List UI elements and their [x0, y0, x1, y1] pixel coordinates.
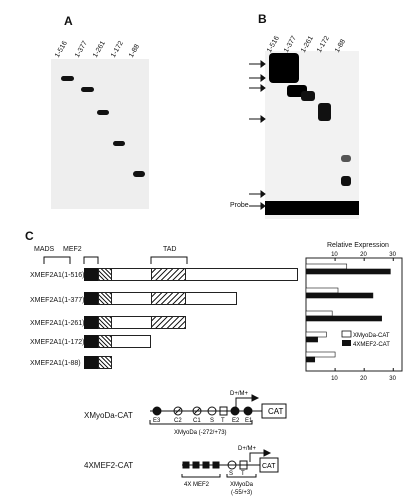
band-a-3	[97, 110, 109, 115]
mef2-element-2: T	[241, 471, 245, 477]
mef2-domain-3	[98, 316, 112, 329]
top-tick-3: 30	[389, 252, 396, 258]
gel-b	[265, 51, 359, 219]
mads-domain-3	[84, 316, 98, 329]
mef2-domain-1	[98, 268, 112, 281]
legend-label-mef2: 4XMEF2-CAT	[353, 342, 390, 348]
panel-a-letter: A	[64, 14, 73, 28]
lane-a-2: 1-377	[73, 39, 89, 59]
bottom-tick-2: 20	[360, 376, 367, 382]
construct-label-2: XMEF2A1(1-377)	[30, 297, 85, 304]
xmyoda-range: XMyoDa (-272/+73)	[174, 430, 227, 436]
panel-c-letter: C	[25, 229, 34, 243]
bottom-tick-1: 10	[331, 376, 338, 382]
band-a-2	[81, 87, 94, 92]
legend-swatch-mef2	[342, 340, 351, 346]
lane-a-4: 1-172	[109, 39, 125, 59]
bar-xmyoda-5	[305, 351, 336, 358]
domain-brackets	[43, 256, 188, 264]
lane-a-5: 1-88	[127, 43, 142, 59]
xmyoda-cat-name: XMyoDa-CAT	[84, 411, 133, 420]
mef2-cat-box: CAT	[262, 463, 276, 470]
mads-domain-5	[84, 356, 98, 369]
bar-mef2-1	[305, 268, 391, 275]
mads-header: MADS	[34, 246, 55, 253]
mef2-cat-diagram: D+/M+ CAT S T 4X MEF2 XMyoDa (-55/+3)	[181, 446, 279, 496]
mef2-dm-label: D+/M+	[238, 446, 257, 452]
xmyoda-element-1: E3	[153, 418, 161, 424]
bar-xmyoda-4	[305, 331, 327, 338]
xmyoda-element-4: S	[210, 418, 214, 424]
construct-label-1: XMEF2A1(1-516)	[30, 272, 85, 279]
mef2-right-label: XMyoDa	[230, 482, 254, 488]
lane-a-1: 1-516	[53, 39, 69, 59]
bar-mef2-5	[305, 356, 316, 363]
shift-band-4	[318, 103, 331, 121]
legend-swatch-xmyoda	[341, 330, 352, 338]
xmyoda-element-3: C1	[193, 418, 201, 424]
mef2-element-1: S	[229, 471, 233, 477]
construct-label-4: XMEF2A1(1-172)	[30, 339, 85, 346]
mads-domain-4	[84, 335, 98, 348]
mef2-cat-name: 4XMEF2-CAT	[84, 461, 134, 470]
bar-mef2-4	[305, 336, 318, 343]
relative-expression-header: Relative Expression	[327, 242, 389, 249]
mef2-domain-2	[98, 292, 112, 305]
tad-domain-2	[151, 292, 186, 305]
shift-band-5a	[341, 155, 351, 162]
relative-expression-chart: 10 20 30 10 20 30 XMyoDa-CAT 4XMEF2-CAT	[305, 252, 403, 382]
xmyoda-element-5: T	[221, 418, 225, 424]
gel-b-arrows	[249, 60, 266, 210]
top-tick-1: 10	[331, 252, 338, 258]
mads-domain-2	[84, 292, 98, 305]
mef2-domain-4	[98, 335, 112, 348]
bar-mef2-3	[305, 315, 382, 322]
xmyoda-dm-label: D+/M+	[230, 391, 249, 397]
panel-b-letter: B	[258, 12, 267, 26]
shift-band-3	[301, 91, 315, 101]
band-a-1	[61, 76, 74, 81]
xmyoda-cat-diagram: D+/M+ CAT E3 C2 C1 S T E2 E1 XMyoDa (-27…	[149, 391, 287, 436]
mef2-left-label: 4X MEF2	[184, 482, 210, 488]
mef2-range: (-55/+3)	[231, 490, 252, 496]
tad-header: TAD	[163, 246, 177, 253]
legend-label-xmyoda: XMyoDa-CAT	[353, 333, 390, 339]
tad-domain-1	[151, 268, 186, 281]
band-a-5	[133, 171, 145, 177]
shift-band-5b	[341, 176, 351, 186]
xmyoda-element-2: C2	[174, 418, 182, 424]
mef2-header: MEF2	[63, 246, 82, 253]
shift-band-1	[269, 53, 299, 83]
xmyoda-element-7: E1	[245, 418, 253, 424]
bar-xmyoda-1	[305, 263, 348, 270]
top-tick-2: 20	[360, 252, 367, 258]
mef2-domain-5	[98, 356, 112, 369]
band-a-4	[113, 141, 125, 146]
lane-a-3: 1-261	[91, 39, 107, 59]
xmyoda-cat-box: CAT	[268, 407, 284, 416]
bar-xmyoda-2	[305, 287, 339, 294]
bar-mef2-2	[305, 292, 374, 299]
free-probe-band	[265, 201, 359, 215]
bottom-tick-3: 30	[389, 376, 396, 382]
bar-xmyoda-3	[305, 310, 333, 317]
mads-domain-1	[84, 268, 98, 281]
tad-domain-3	[151, 316, 186, 329]
construct-bar-1	[84, 268, 298, 281]
gel-a	[51, 59, 149, 209]
xmyoda-element-6: E2	[232, 418, 240, 424]
probe-label: Probe	[230, 202, 249, 209]
construct-label-5: XMEF2A1(1-88)	[30, 360, 81, 367]
construct-label-3: XMEF2A1(1-261)	[30, 320, 85, 327]
